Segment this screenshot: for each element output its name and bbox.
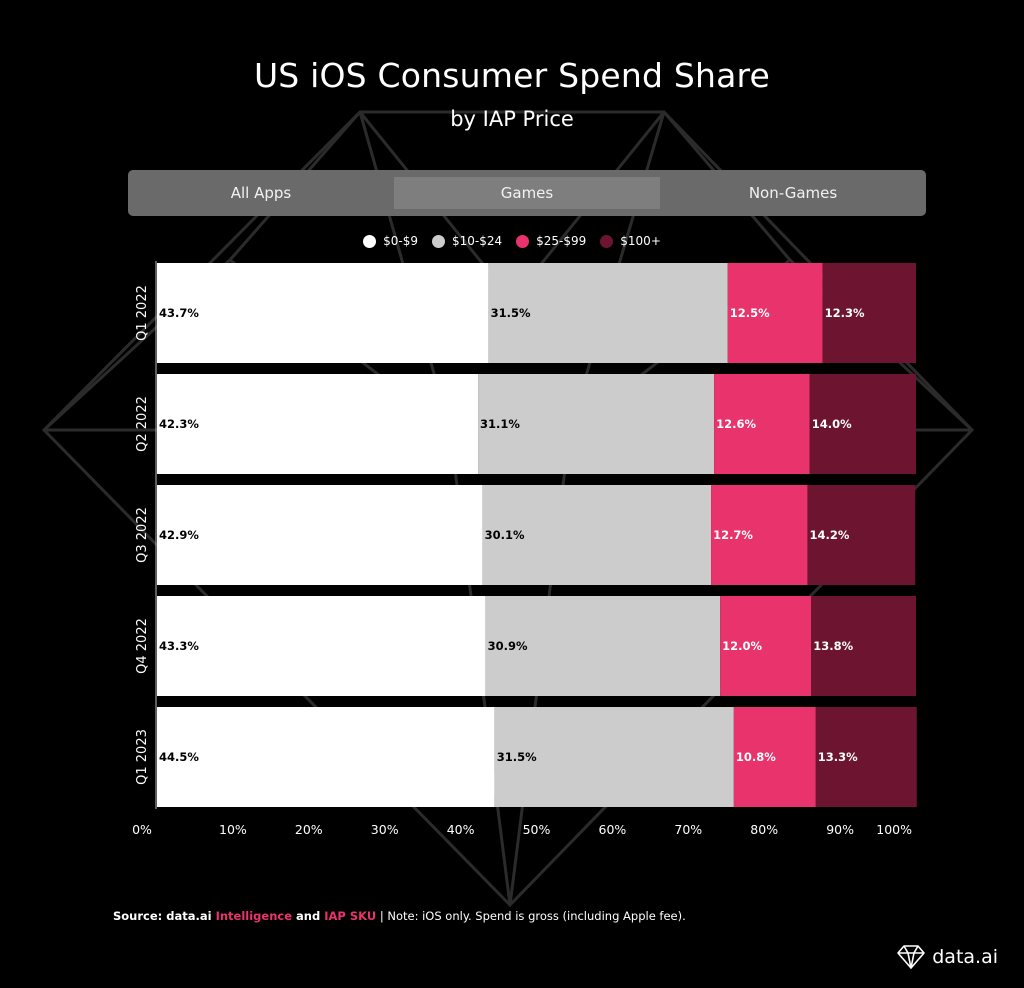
bar-segment	[478, 374, 715, 474]
source-link-iap-sku[interactable]: IAP SKU	[324, 909, 377, 923]
legend-item-100-plus: $100+	[600, 234, 661, 248]
legend-swatch-10-24	[432, 234, 445, 248]
legend-swatch-0-9	[363, 234, 377, 248]
legend-item-0-9: $0-$9	[363, 234, 418, 248]
data-label: 42.9%	[159, 528, 199, 542]
data-label: 12.5%	[730, 306, 770, 320]
data-label: 30.9%	[488, 639, 528, 653]
data-label: 13.8%	[813, 639, 853, 653]
data-label: 13.3%	[818, 750, 858, 764]
x-tick-label: 20%	[295, 822, 323, 837]
bar-segment	[733, 707, 816, 807]
data-label: 42.3%	[159, 417, 199, 431]
x-tick-label: 30%	[371, 822, 399, 837]
bar-segment	[485, 596, 721, 696]
x-tick-label: 80%	[750, 822, 778, 837]
legend-swatch-25-99	[516, 234, 530, 248]
legend-label-100-plus: $100+	[620, 234, 661, 248]
legend-label-25-99: $25-$99	[536, 234, 587, 248]
category-label: Q4 2022	[135, 618, 150, 674]
x-tick-label: 0%	[132, 822, 152, 837]
data-label: 10.8%	[736, 750, 776, 764]
brand-logo: data.ai	[896, 944, 998, 970]
bar-segment	[727, 263, 823, 363]
bar-segment	[157, 596, 486, 696]
chart-subtitle: by IAP Price	[450, 107, 574, 131]
bar-segment	[811, 596, 916, 696]
legend-label-0-9: $0-$9	[383, 234, 418, 248]
x-tick-label: 10%	[219, 822, 247, 837]
brand-name: data.ai	[932, 946, 998, 968]
bar-segment	[494, 707, 734, 807]
legend-item-25-99: $25-$99	[516, 234, 586, 248]
bar-segment	[711, 485, 808, 585]
bar-segment	[720, 596, 812, 696]
x-tick-label: 40%	[447, 822, 475, 837]
bar-segment	[157, 374, 479, 474]
x-tick-label: 100%	[876, 822, 912, 837]
data-label: 31.5%	[491, 306, 531, 320]
source-mid: and	[292, 909, 325, 923]
category-label: Q1 2022	[135, 285, 150, 341]
source-prefix: Source: data.ai	[113, 909, 216, 923]
chart-legend: $0-$9 $10-$24 $25-$99 $100+	[0, 234, 1024, 248]
bar-segment	[822, 263, 916, 363]
tab-games[interactable]: Games	[394, 177, 660, 209]
data-label: 14.0%	[812, 417, 852, 431]
category-label: Q3 2022	[135, 507, 150, 563]
bar-segment	[807, 485, 916, 585]
x-tick-label: 90%	[826, 822, 854, 837]
data-label: 31.5%	[497, 750, 537, 764]
x-tick-label: 50%	[523, 822, 551, 837]
bar-segment	[482, 485, 712, 585]
data-label: 12.3%	[825, 306, 865, 320]
bar-segment	[157, 263, 489, 363]
tab-all-apps[interactable]: All Apps	[230, 184, 292, 202]
x-tick-label: 70%	[674, 822, 702, 837]
legend-swatch-100-plus	[600, 234, 614, 248]
data-label: 12.7%	[713, 528, 753, 542]
chart-title: US iOS Consumer Spend Share	[253, 56, 771, 95]
category-label: Q1 2023	[135, 729, 150, 785]
segment-tabs: All Apps Games Non-Games	[128, 170, 926, 216]
tab-non-games[interactable]: Non-Games	[748, 184, 838, 202]
x-tick-label: 60%	[599, 822, 627, 837]
data-label: 12.6%	[716, 417, 756, 431]
data-label: 43.7%	[159, 306, 199, 320]
category-label: Q2 2022	[135, 396, 150, 452]
bar-segment	[815, 707, 917, 807]
legend-item-10-24: $10-$24	[432, 234, 502, 248]
bar-segment	[714, 374, 810, 474]
bar-segment	[809, 374, 916, 474]
data-label: 12.0%	[722, 639, 762, 653]
diamond-icon	[897, 945, 926, 969]
data-label: 44.5%	[159, 750, 199, 764]
data-label: 31.1%	[480, 417, 520, 431]
bar-segment	[157, 707, 495, 807]
bar-segment	[157, 485, 483, 585]
data-label: 14.2%	[809, 528, 849, 542]
bar-segment	[488, 263, 728, 363]
legend-label-10-24: $10-$24	[452, 234, 503, 248]
data-label: 30.1%	[485, 528, 525, 542]
source-suffix: | Note: iOS only. Spend is gross (includ…	[376, 909, 686, 923]
source-link-intelligence[interactable]: Intelligence	[215, 909, 293, 923]
data-label: 43.3%	[159, 639, 199, 653]
source-note: Source: data.ai Intelligence and IAP SKU…	[113, 909, 686, 923]
